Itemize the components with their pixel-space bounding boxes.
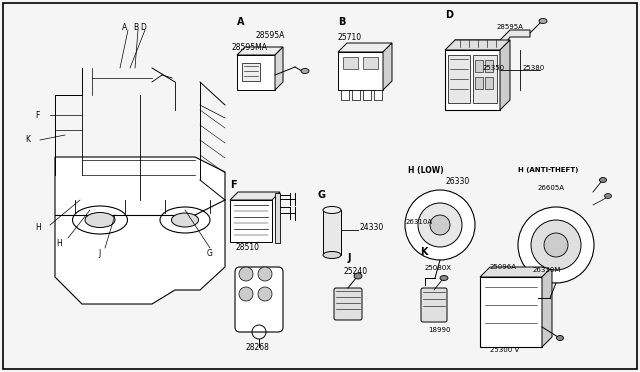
Text: 28268: 28268 bbox=[245, 343, 269, 352]
Text: H (ANTI-THEFT): H (ANTI-THEFT) bbox=[518, 167, 579, 173]
Text: J: J bbox=[348, 253, 351, 263]
Text: H: H bbox=[56, 238, 61, 247]
Text: 26330: 26330 bbox=[446, 177, 470, 186]
Bar bbox=[475, 60, 483, 72]
Bar bbox=[230, 200, 272, 242]
Ellipse shape bbox=[557, 336, 563, 340]
Text: F: F bbox=[35, 110, 40, 119]
Text: D: D bbox=[140, 22, 146, 32]
Text: F: F bbox=[230, 180, 237, 190]
Text: H: H bbox=[35, 224, 41, 232]
Text: 25080X: 25080X bbox=[425, 265, 452, 271]
Bar bbox=[475, 77, 483, 89]
Ellipse shape bbox=[605, 193, 611, 199]
Bar bbox=[352, 90, 360, 100]
Bar bbox=[237, 55, 275, 90]
Text: K: K bbox=[420, 247, 428, 257]
Text: 18990: 18990 bbox=[428, 327, 451, 333]
Text: D: D bbox=[445, 10, 453, 20]
Ellipse shape bbox=[172, 213, 198, 227]
Bar bbox=[374, 90, 382, 100]
Ellipse shape bbox=[323, 206, 341, 214]
Ellipse shape bbox=[600, 177, 607, 183]
Ellipse shape bbox=[440, 276, 448, 280]
FancyBboxPatch shape bbox=[235, 267, 283, 332]
Text: K: K bbox=[25, 135, 30, 144]
Ellipse shape bbox=[539, 19, 547, 23]
Text: 26330M: 26330M bbox=[533, 267, 561, 273]
Text: 25380: 25380 bbox=[523, 65, 545, 71]
Bar bbox=[341, 90, 349, 100]
Ellipse shape bbox=[323, 251, 341, 259]
Circle shape bbox=[418, 203, 462, 247]
Text: B: B bbox=[338, 17, 346, 27]
Text: G: G bbox=[207, 248, 213, 257]
Polygon shape bbox=[383, 43, 392, 90]
Circle shape bbox=[518, 207, 594, 283]
Ellipse shape bbox=[85, 212, 115, 228]
Polygon shape bbox=[237, 47, 283, 55]
Ellipse shape bbox=[160, 207, 210, 233]
FancyBboxPatch shape bbox=[421, 288, 447, 322]
Ellipse shape bbox=[72, 206, 127, 234]
Text: H (LOW): H (LOW) bbox=[408, 166, 444, 174]
Circle shape bbox=[531, 220, 581, 270]
Polygon shape bbox=[275, 47, 283, 90]
Text: 28595A: 28595A bbox=[497, 24, 524, 30]
Bar bbox=[343, 57, 358, 69]
Bar bbox=[445, 50, 500, 110]
Bar bbox=[275, 193, 280, 243]
Ellipse shape bbox=[301, 68, 309, 74]
Polygon shape bbox=[55, 157, 225, 304]
Bar bbox=[473, 55, 497, 103]
Text: 26310A: 26310A bbox=[406, 219, 433, 225]
Polygon shape bbox=[480, 267, 552, 277]
Polygon shape bbox=[338, 43, 392, 52]
Polygon shape bbox=[455, 30, 530, 47]
Ellipse shape bbox=[354, 273, 362, 279]
Text: 28595A: 28595A bbox=[255, 31, 284, 39]
Text: 25300 V: 25300 V bbox=[490, 347, 519, 353]
Bar bbox=[363, 90, 371, 100]
Text: 25350: 25350 bbox=[483, 65, 505, 71]
Text: G: G bbox=[318, 190, 326, 200]
Text: 25096A: 25096A bbox=[490, 264, 517, 270]
Text: 25710: 25710 bbox=[338, 32, 362, 42]
Polygon shape bbox=[500, 40, 510, 110]
Text: 25240: 25240 bbox=[343, 267, 367, 276]
Text: J: J bbox=[98, 248, 100, 257]
Bar bbox=[448, 55, 470, 103]
Circle shape bbox=[430, 215, 450, 235]
Bar bbox=[242, 63, 260, 81]
Text: 24330: 24330 bbox=[360, 224, 384, 232]
Text: 26605A: 26605A bbox=[538, 185, 565, 191]
Bar bbox=[363, 57, 378, 69]
Polygon shape bbox=[542, 267, 552, 347]
Bar bbox=[338, 52, 383, 90]
Bar bbox=[323, 210, 341, 255]
Circle shape bbox=[544, 233, 568, 257]
Bar bbox=[485, 77, 493, 89]
Text: A: A bbox=[122, 22, 127, 32]
Circle shape bbox=[405, 190, 475, 260]
Circle shape bbox=[258, 267, 272, 281]
Circle shape bbox=[258, 287, 272, 301]
Bar bbox=[485, 60, 493, 72]
Text: B: B bbox=[133, 22, 138, 32]
Polygon shape bbox=[230, 192, 280, 200]
Bar bbox=[480, 277, 542, 347]
Text: A: A bbox=[237, 17, 244, 27]
Circle shape bbox=[239, 267, 253, 281]
FancyBboxPatch shape bbox=[334, 288, 362, 320]
Text: 28510: 28510 bbox=[235, 243, 259, 251]
Circle shape bbox=[239, 287, 253, 301]
Text: 28595MA: 28595MA bbox=[232, 44, 268, 52]
Polygon shape bbox=[445, 40, 510, 50]
